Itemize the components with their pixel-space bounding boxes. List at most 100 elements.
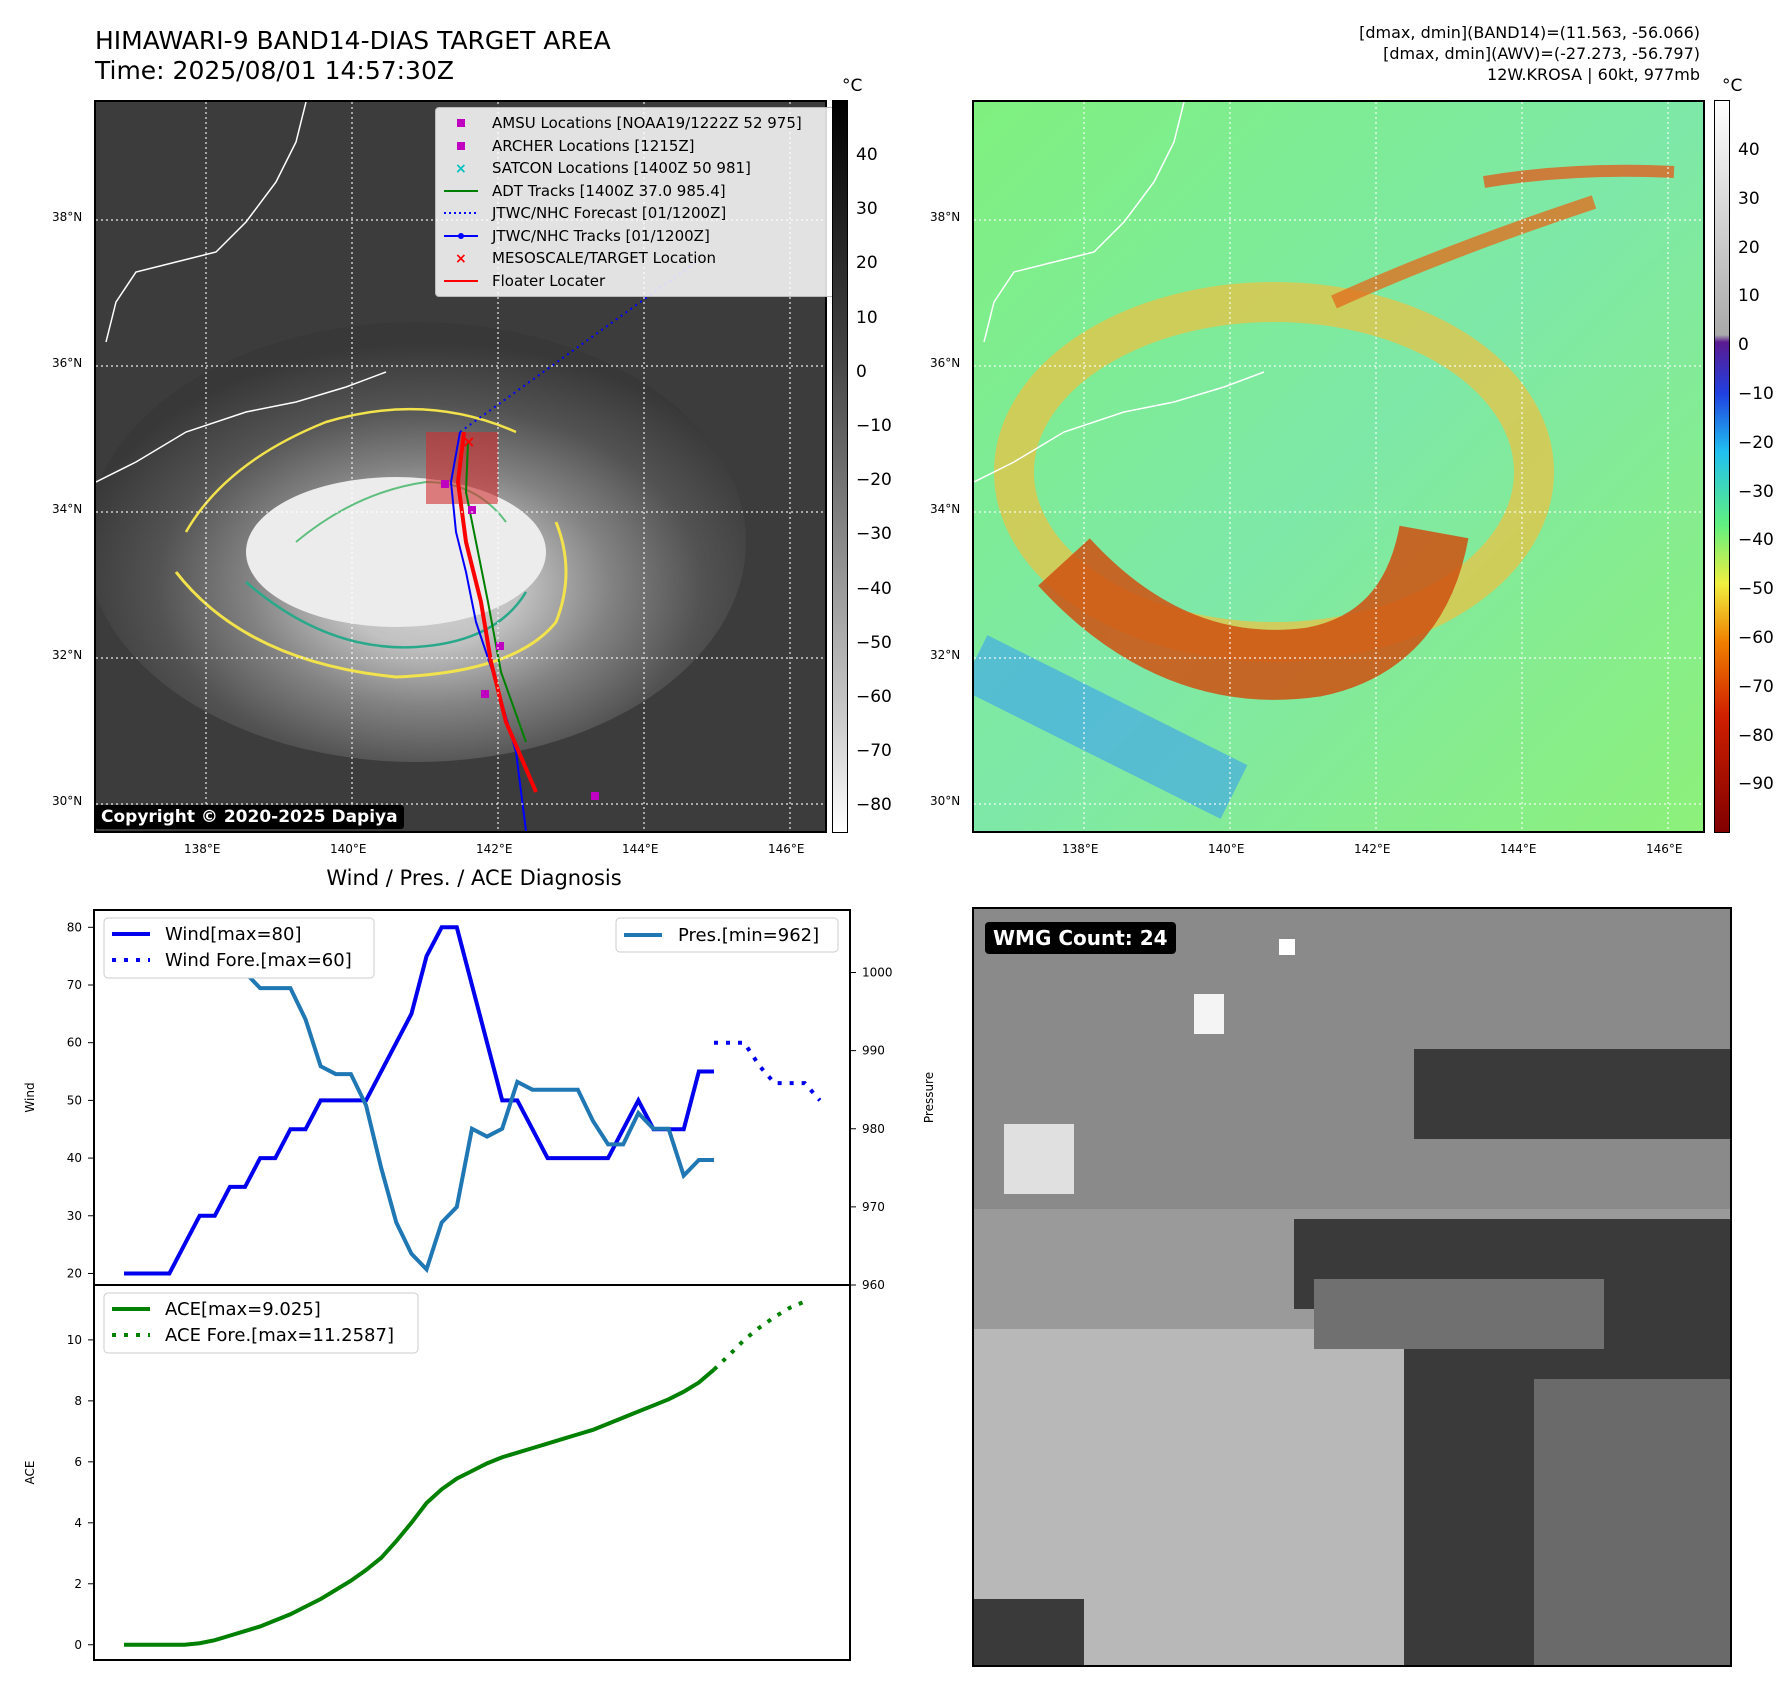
y-tick-label: 60 [67,1036,82,1050]
y-axis-label: Wind [23,1082,37,1112]
colorbar-tick-label: 20 [856,253,878,274]
ace-legend-box [103,1292,419,1354]
lat-tick-label: 36°N [930,356,961,370]
amsu-marker [468,506,476,514]
stats-storm: 12W.KROSA | 60kt, 977mb [1487,65,1700,84]
diagnosis-title: Wind / Pres. / ACE Diagnosis [326,866,622,890]
outer-band [1331,195,1597,309]
stats-awv: [dmax, dmin](AWV)=(-27.273, -56.797) [1383,44,1700,63]
coastline-japan-north [983,102,1185,343]
legend-entry: JTWC/NHC Tracks [01/1200Z] [444,225,829,248]
colorbar-tick-label: −60 [856,687,892,707]
lat-tick-label: 38°N [930,210,961,224]
awv-map-panel [972,100,1705,833]
legend-entry: × SATCON Locations [1400Z 50 981] [444,157,829,180]
y-tick-label: 10 [67,1333,82,1347]
colorbar-tick-label: 0 [1738,335,1749,356]
figure-title-line2: Time: 2025/08/01 14:57:30Z [95,56,454,85]
y-tick-label: 0 [74,1638,82,1652]
colorbar-tick-label: −50 [856,632,892,653]
y2-axis-label: Pressure [922,1072,936,1123]
amsu-marker [496,642,504,650]
colorbar-tick-label: −70 [856,741,892,762]
colorbar-tick-label: −40 [856,578,892,599]
wmg-mid-gray [1314,1279,1604,1349]
contour-yellow-1 [174,521,568,679]
wmg-svg [974,909,1730,1665]
wmg-dark-band-1 [1414,1049,1730,1139]
legend-symbol-icon [444,228,478,244]
legend-symbol-icon [444,138,478,154]
amsu-marker [481,690,489,698]
series-line-1 [713,1040,822,1102]
y-tick-label: 30 [67,1209,82,1223]
ir-colorbar-unit: °C [842,76,863,96]
lat-tick-label: 30°N [52,794,83,808]
legend-label: ARCHER Locations [1215Z] [492,136,695,155]
lat-tick-label: 38°N [52,210,83,224]
colorbar-tick-label: −10 [856,416,892,436]
legend-label: Wind Fore.[max=60] [165,950,352,971]
outer-band-2 [1483,164,1675,188]
legend-label: Floater Locater [492,271,606,290]
legend-symbol-icon [444,115,478,131]
colorbar-tick-label: −70 [1738,676,1774,697]
legend-label: ADT Tracks [1400Z 37.0 985.4] [492,181,726,200]
y2-tick-label: 970 [862,1200,885,1214]
awv-colorbar [1714,100,1730,833]
adt-track [464,441,527,743]
y-tick-label: 20 [67,1266,82,1280]
legend-symbol-icon [444,183,478,199]
legend-label: Wind[max=80] [165,924,302,945]
wmg-warm-pixel [1004,1124,1074,1194]
pres-legend-box [615,917,839,953]
lat-tick-label: 34°N [52,502,83,516]
wind-legend-box [103,917,375,979]
ir-map-legend: AMSU Locations [NOAA19/1222Z 52 975] ARCH… [435,107,838,297]
mesoscale-target-marker: × [462,432,475,451]
coastline-japan-south [974,371,1265,483]
y-tick-label: 50 [67,1093,82,1107]
y-tick-label: 6 [74,1455,82,1469]
legend-entry: × MESOSCALE/TARGET Location [444,247,829,270]
y-tick-label: 80 [67,920,82,934]
colorbar-tick-label: 10 [1738,286,1760,307]
colorbar-tick-label: 40 [1738,140,1760,160]
contour-green-1 [245,581,528,649]
amsu-marker [441,480,449,488]
lon-tick-label: 146°E [1646,842,1683,856]
wmg-warm-pixel [1194,994,1224,1034]
lat-tick-label: 36°N [52,356,83,370]
figure-stats: [dmax, dmin](BAND14)=(11.563, -56.066) [… [1359,22,1700,85]
colorbar-tick-label: 30 [856,199,878,220]
wmg-warm-pixel [1279,939,1295,955]
awv-colorbar-unit: °C [1722,76,1743,96]
dry-slot [974,635,1248,819]
coastline-japan-south [96,371,387,483]
colorbar-tick-label: −80 [856,795,892,816]
legend-label: MESOSCALE/TARGET Location [492,249,717,267]
wmg-count-label: WMG Count: 24 [985,922,1176,954]
colorbar-tick-label: −50 [1738,579,1774,600]
wind-legend: Wind[max=80] Wind Fore.[max=60] Pres.[min=… [103,917,839,979]
colorbar-tick-label: −20 [1738,432,1774,453]
floater-locater-track [455,431,538,793]
svg-text:×: × [455,251,467,266]
legend-label: Pres.[min=962] [678,925,819,946]
colorbar-tick-label: −20 [856,470,892,491]
lon-tick-label: 146°E [768,842,805,856]
colorbar-tick-label: 40 [856,145,878,165]
legend-entry: Floater Locater [444,270,829,293]
figure-title: HIMAWARI-9 BAND14-DIAS TARGET AREA Time:… [95,26,611,86]
colorbar-tick-label: −60 [1738,628,1774,648]
lon-tick-label: 140°E [330,842,367,856]
colorbar-tick-label: −40 [1738,530,1774,551]
y-tick-label: 40 [67,1151,82,1165]
y-tick-label: 70 [67,978,82,992]
y2-tick-label: 1000 [862,966,893,980]
cold-core [246,477,546,627]
legend-label: AMSU Locations [NOAA19/1222Z 52 975] [492,114,802,132]
lon-tick-label: 144°E [622,842,659,856]
lon-tick-label: 142°E [1354,842,1391,856]
legend-label: ACE Fore.[max=11.2587] [165,1325,394,1346]
